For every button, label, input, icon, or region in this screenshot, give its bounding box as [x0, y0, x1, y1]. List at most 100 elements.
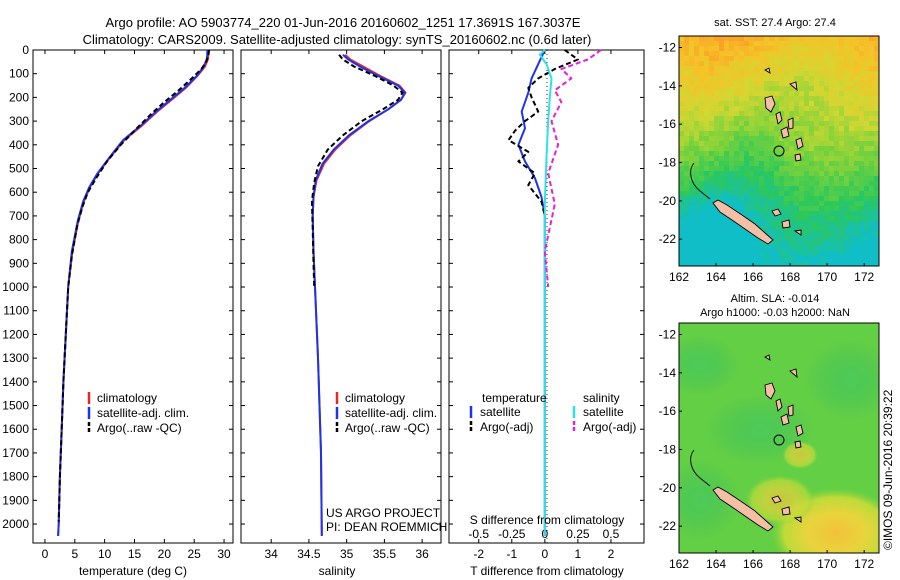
sst-cell: [834, 131, 840, 137]
sst-cell: [734, 161, 740, 167]
sst-cell: [814, 126, 820, 132]
sst-cell: [739, 146, 745, 152]
y-tick-label: 1700: [2, 446, 29, 460]
sst-cell: [809, 211, 815, 217]
sst-cell: [769, 221, 775, 227]
legend-label-climatology: climatology: [97, 391, 157, 405]
sst-cell: [829, 201, 835, 207]
sst-cell: [709, 226, 715, 232]
sst-cell: [854, 131, 860, 137]
sst-cell: [699, 246, 705, 252]
sst-cell: [729, 161, 735, 167]
map-y-tick-label: -20: [659, 194, 677, 208]
sst-cell: [779, 241, 785, 247]
sst-cell: [794, 111, 800, 117]
sst-cell: [874, 231, 879, 237]
sst-cell: [689, 191, 695, 197]
sst-cell: [869, 191, 875, 197]
sst-cell: [864, 216, 870, 222]
sst-cell: [844, 196, 850, 202]
sst-cell: [789, 86, 795, 92]
sst-cell: [859, 251, 865, 257]
sst-cell: [854, 176, 860, 182]
sst-cell: [864, 181, 870, 187]
sst-cell: [869, 66, 875, 72]
sst-cell: [839, 236, 845, 242]
sst-cell: [774, 186, 780, 192]
sst-cell: [814, 46, 820, 52]
sst-cell: [834, 66, 840, 72]
sst-cell: [749, 176, 755, 182]
sst-cell: [729, 126, 735, 132]
sst-cell: [799, 231, 805, 237]
sst-cell: [799, 196, 805, 202]
sst-cell: [849, 36, 855, 42]
sst-cell: [739, 136, 745, 142]
sst-cell: [824, 141, 830, 147]
sst-cell: [689, 186, 695, 192]
sst-cell: [739, 196, 745, 202]
sst-cell: [819, 86, 825, 92]
sst-cell: [869, 111, 875, 117]
sst-cell: [709, 141, 715, 147]
sst-cell: [779, 56, 785, 62]
sst-cell: [859, 221, 865, 227]
sst-cell: [754, 191, 760, 197]
sst-cell: [684, 121, 690, 127]
sst-cell: [819, 131, 825, 137]
sst-cell: [709, 101, 715, 107]
sst-cell: [799, 136, 805, 142]
sst-cell: [739, 131, 745, 137]
sst-cell: [844, 201, 850, 207]
sst-cell: [724, 121, 730, 127]
sst-cell: [719, 231, 725, 237]
sst-cell: [724, 76, 730, 82]
sst-cell: [814, 81, 820, 87]
sst-cell: [769, 231, 775, 237]
sst-cell: [849, 66, 855, 72]
sst-cell: [774, 136, 780, 142]
sst-cell: [704, 176, 710, 182]
sst-cell: [784, 196, 790, 202]
sst-cell: [709, 256, 715, 262]
sst-cell: [684, 76, 690, 82]
sst-cell: [779, 201, 785, 207]
sst-cell: [769, 61, 775, 67]
sst-cell: [874, 131, 879, 137]
temperature-legend: climatology satellite-adj. clim. Argo(..…: [87, 391, 189, 435]
legend-label-argo: Argo(..raw -QC): [97, 421, 182, 435]
y-tick-label: 800: [9, 233, 29, 247]
sst-cell: [839, 136, 845, 142]
sst-cell: [739, 86, 745, 92]
sst-cell: [864, 151, 870, 157]
sst-cell: [704, 126, 710, 132]
sst-cell: [859, 51, 865, 57]
sst-cell: [749, 121, 755, 127]
sst-cell: [749, 251, 755, 257]
sst-cell: [754, 101, 760, 107]
sst-cell: [809, 51, 815, 57]
sst-cell: [869, 166, 875, 172]
sst-cell: [699, 86, 705, 92]
sst-cell: [749, 96, 755, 102]
sst-cell: [849, 116, 855, 122]
sst-cell: [719, 261, 725, 266]
sst-cell: [684, 81, 690, 87]
sst-cell: [864, 156, 870, 162]
sst-cell: [679, 36, 685, 42]
sst-cell: [874, 176, 879, 182]
sst-cell: [679, 96, 685, 102]
sst-cell: [744, 206, 750, 212]
sst-cell: [709, 191, 715, 197]
sst-cell: [694, 216, 700, 222]
sst-cell: [734, 206, 740, 212]
sst-cell: [869, 56, 875, 62]
salinity-plot: 34 34.5 35 35.5 36: [241, 49, 441, 561]
sst-cell: [814, 51, 820, 57]
sst-cell: [759, 41, 765, 47]
sst-cell: [709, 216, 715, 222]
loyalty-island-3: [793, 516, 802, 523]
sst-cell: [729, 231, 735, 237]
sst-cell: [799, 181, 805, 187]
sst-cell: [789, 226, 795, 232]
